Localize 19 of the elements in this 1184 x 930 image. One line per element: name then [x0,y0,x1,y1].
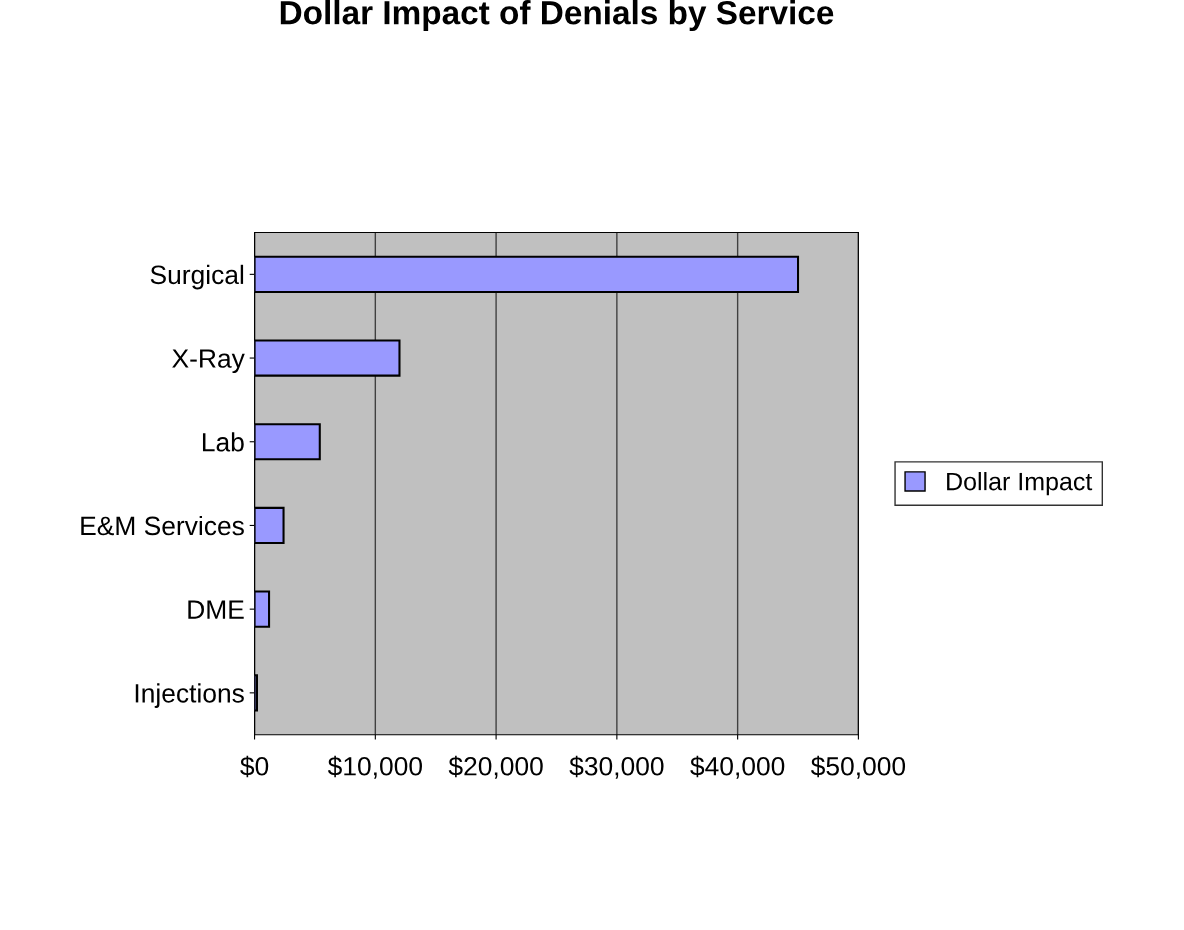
y-tick-label: Lab [202,432,244,452]
x-tick-label: $20,000 [448,755,543,779]
x-tick-label: $10,000 [327,755,422,779]
chart-title: Dollar Impact of Denials by Service [280,0,834,32]
bar [254,590,271,628]
bar [254,339,401,377]
x-tick-label: $50,000 [810,755,906,779]
x-tick-label: $30,000 [569,755,664,779]
bar [254,423,321,461]
y-tick-label: Injections [135,683,244,708]
x-tick-label: $0 [240,755,269,778]
y-tick-label: X-Ray [172,349,245,374]
y-tick-label: E&M Services [81,515,244,536]
bar [254,506,285,545]
y-tick-label: DME [188,600,244,619]
bar [254,255,800,293]
legend-label: Dollar Impact [947,472,1093,496]
x-tick-label: $40,000 [690,755,785,779]
y-tick-label: Surgical [150,264,244,290]
